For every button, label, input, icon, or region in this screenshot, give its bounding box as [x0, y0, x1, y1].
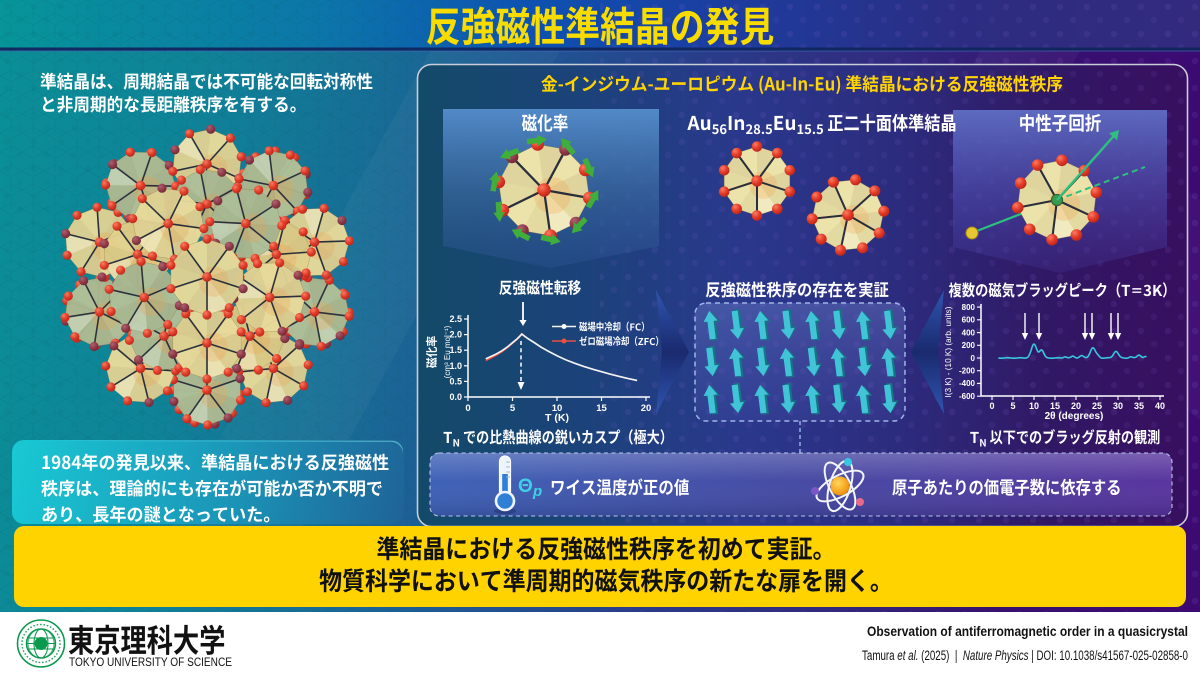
- svg-text:15: 15: [596, 403, 607, 414]
- svg-text:I(3 K) - (10 K) (arb. units): I(3 K) - (10 K) (arb. units): [944, 306, 953, 397]
- svg-text:2θ (degrees): 2θ (degrees): [1045, 411, 1104, 422]
- svg-text:TOKYO UNIVERSITY OF SCIENCE: TOKYO UNIVERSITY OF SCIENCE: [69, 657, 232, 669]
- svg-text:-400: -400: [959, 379, 976, 388]
- svg-text:5: 5: [1010, 401, 1015, 411]
- svg-text:0: 0: [989, 401, 994, 411]
- svg-text:Θ: Θ: [518, 476, 533, 497]
- svg-text:1.5: 1.5: [449, 345, 462, 355]
- svg-text:0.0: 0.0: [449, 392, 462, 402]
- svg-text:30: 30: [1113, 401, 1123, 411]
- svg-text:0.5: 0.5: [449, 376, 462, 386]
- svg-text:400: 400: [962, 328, 976, 337]
- svg-text:25: 25: [1092, 401, 1102, 411]
- svg-text:Observation of antiferromagnet: Observation of antiferromagnetic order i…: [867, 624, 1188, 639]
- svg-text:T (K): T (K): [545, 412, 569, 424]
- svg-text:35: 35: [1134, 401, 1144, 411]
- svg-text:-600: -600: [959, 392, 976, 401]
- svg-text:(cm³ Eu mol⁻¹): (cm³ Eu mol⁻¹): [443, 325, 452, 378]
- svg-text:0: 0: [465, 403, 470, 414]
- svg-text:20: 20: [1071, 401, 1081, 411]
- svg-text:0: 0: [971, 354, 976, 363]
- svg-text:p: p: [532, 483, 542, 500]
- svg-text:10: 10: [552, 403, 563, 414]
- svg-text:2.0: 2.0: [449, 330, 462, 340]
- svg-text:10: 10: [1029, 401, 1039, 411]
- svg-text:40: 40: [1155, 401, 1165, 411]
- svg-text:800: 800: [962, 303, 976, 312]
- svg-text:15: 15: [1050, 401, 1060, 411]
- svg-text:1.0: 1.0: [449, 361, 462, 371]
- svg-text:5: 5: [510, 403, 516, 414]
- svg-text:-200: -200: [959, 367, 976, 376]
- svg-text:20: 20: [641, 403, 652, 414]
- svg-text:600: 600: [962, 316, 976, 325]
- svg-text:2.5: 2.5: [449, 314, 462, 324]
- svg-text:200: 200: [962, 341, 976, 350]
- svg-text:Tamura et al. (2025) | Natur: Tamura et al. (2025) | Nature Physics | …: [862, 648, 1188, 663]
